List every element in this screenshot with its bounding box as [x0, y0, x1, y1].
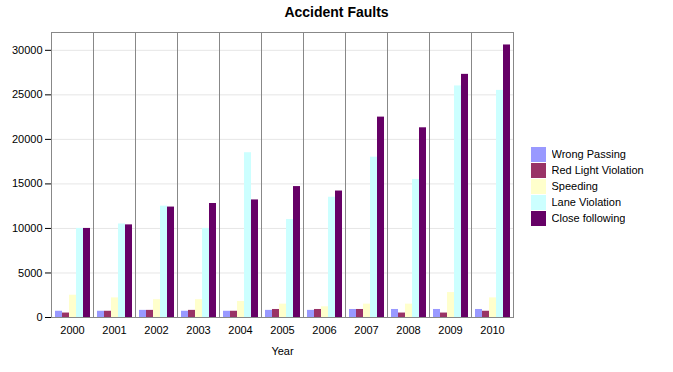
svg-text:2010: 2010 — [480, 324, 504, 336]
svg-text:20000: 20000 — [12, 133, 43, 145]
svg-text:30000: 30000 — [12, 44, 43, 56]
html-text:Close following: Close following — [551, 212, 626, 225]
svg-text:2006: 2006 — [312, 324, 336, 336]
svg-text:2003: 2003 — [186, 324, 210, 336]
svg-text:25000: 25000 — [12, 88, 43, 100]
html-text:Red Light Violation: Red Light Violation — [551, 164, 644, 177]
html-text:Lane Violation: Lane Violation — [551, 196, 621, 209]
svg-text:2000: 2000 — [60, 324, 84, 336]
html-text:Accident Faults: Accident Faults — [284, 4, 389, 20]
svg-text:0: 0 — [36, 311, 42, 323]
svg-text:2007: 2007 — [354, 324, 378, 336]
svg-text:2008: 2008 — [396, 324, 420, 336]
svg-text:2001: 2001 — [102, 324, 126, 336]
svg-text:2005: 2005 — [270, 324, 294, 336]
svg-text:10000: 10000 — [12, 222, 43, 234]
html-text:Speeding: Speeding — [551, 180, 598, 193]
svg-text:2004: 2004 — [228, 324, 252, 336]
svg-text:2002: 2002 — [144, 324, 168, 336]
html-text:Wrong Passing: Wrong Passing — [551, 148, 626, 161]
svg-text:5000: 5000 — [18, 266, 42, 278]
svg-text:15000: 15000 — [12, 177, 43, 189]
svg-text:2009: 2009 — [438, 324, 462, 336]
svg-text:Year: Year — [271, 345, 294, 357]
